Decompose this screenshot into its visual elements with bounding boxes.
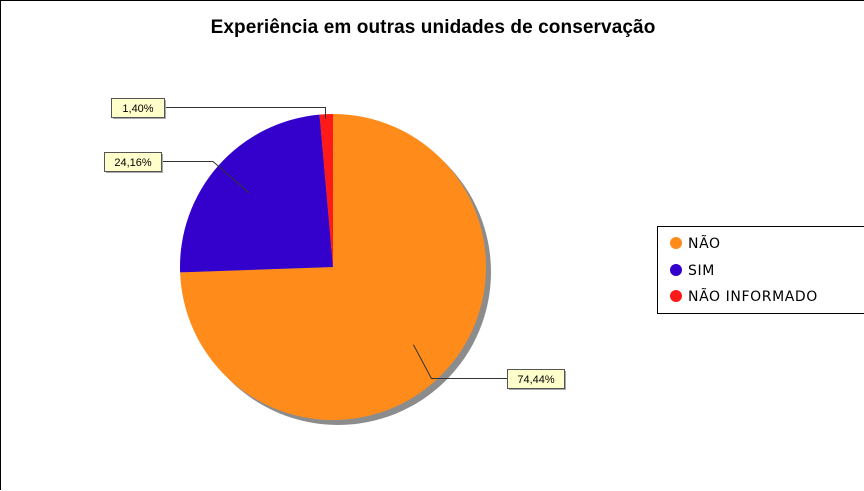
data-labels: 74,44% 24,16% 1,40%	[104, 98, 566, 390]
data-label-box-nao	[507, 369, 565, 389]
legend-item-nao: NÃO	[670, 234, 721, 254]
data-label-nao-informado: 1,40%	[122, 103, 153, 115]
data-label-box-sim	[104, 152, 162, 172]
connector-sim	[161, 161, 250, 194]
pie-slice-nao-informado	[319, 113, 333, 267]
chart-title: Experiência em outras unidades de conser…	[210, 17, 656, 38]
legend-label-nao-informado: NÃO INFORMADO	[688, 289, 818, 305]
pie-slices	[179, 113, 486, 420]
legend-swatch-sim	[670, 264, 682, 276]
data-label-sim: 24,16%	[114, 157, 152, 169]
data-label-nao: 74,44%	[517, 374, 555, 386]
legend-item-sim: SIM	[670, 261, 715, 281]
connector-nao	[412, 344, 507, 379]
legend-label-nao: NÃO	[688, 236, 721, 252]
legend-item-nao-informado: NÃO INFORMADO	[670, 287, 818, 307]
label-connectors	[161, 107, 507, 379]
legend-swatch-nao	[670, 237, 682, 249]
legend-swatch-nao-informado	[670, 290, 682, 302]
data-label-box-nao-informado	[111, 98, 165, 118]
pie-slice-sim	[179, 114, 333, 273]
legend-label-sim: SIM	[688, 263, 715, 279]
legend: NÃO SIM NÃO INFORMADO	[657, 226, 864, 314]
pie-slice-nao	[180, 114, 486, 420]
connector-nao-informado	[164, 107, 326, 119]
